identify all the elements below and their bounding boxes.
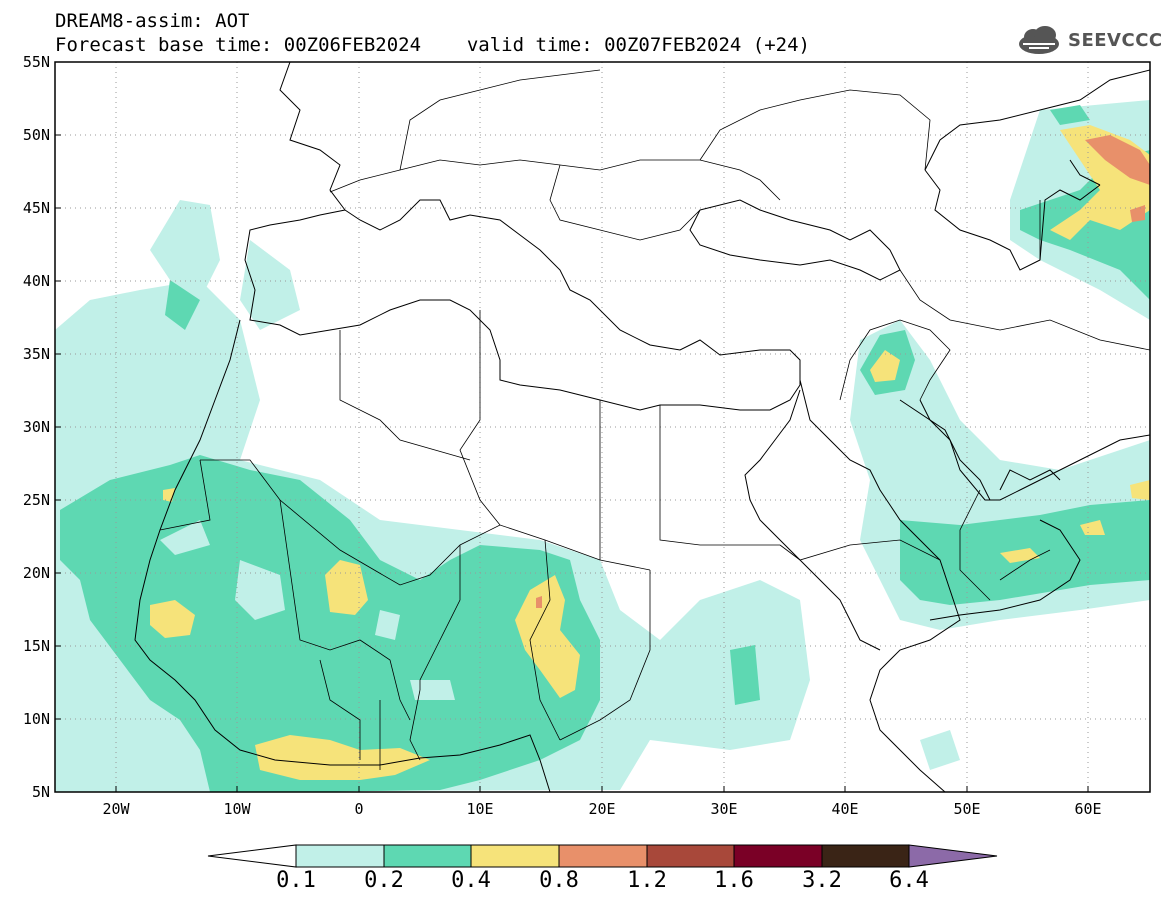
colorbar-bin	[821, 844, 910, 868]
colorbar-upper-arrow	[908, 844, 998, 868]
graticule	[55, 62, 1150, 792]
lon-label: 60E	[1074, 800, 1102, 818]
coastlines	[134, 62, 1150, 792]
colorbar-label: 3.2	[802, 868, 842, 893]
lat-label: 45N	[22, 199, 50, 217]
lat-label: 30N	[22, 418, 50, 436]
colorbar-label: 0.1	[276, 868, 316, 893]
colorbar-bin	[646, 844, 735, 868]
colorbar-label: 1.2	[627, 868, 667, 893]
lon-label: 10E	[466, 800, 494, 818]
lon-label: 50E	[953, 800, 981, 818]
colorbar-bin	[295, 844, 385, 868]
colorbar-label: 0.2	[364, 868, 404, 893]
lat-label: 15N	[22, 637, 50, 655]
map-title: DREAM8-assim: AOT	[55, 10, 250, 32]
lat-label: 20N	[22, 564, 50, 582]
colorbar-bin	[558, 844, 648, 868]
aot-level-0.1-inner	[160, 520, 455, 700]
lat-label: 5N	[31, 783, 50, 801]
lon-label: 20W	[102, 800, 130, 818]
lat-label: 25N	[22, 491, 50, 509]
lon-label: 0	[354, 800, 364, 818]
cloud-icon	[1019, 26, 1059, 54]
colorbar-label: 0.8	[539, 868, 579, 893]
forecast-base-time: Forecast base time: 00Z06FEB2024	[55, 34, 422, 56]
logo-text: SEEVCCC	[1068, 30, 1163, 51]
valid-time: valid time: 00Z07FEB2024 (+24)	[466, 34, 810, 56]
colorbar	[207, 844, 998, 868]
colorbar-lower-arrow	[207, 844, 297, 868]
lat-label: 40N	[22, 272, 50, 290]
time-info: Forecast base time: 00Z06FEB2024 valid t…	[55, 34, 810, 56]
lon-label: 10W	[223, 800, 251, 818]
axis-ticks	[55, 61, 1089, 793]
lon-label: 40E	[831, 800, 859, 818]
lat-label: 50N	[22, 126, 50, 144]
lat-label: 10N	[22, 710, 50, 728]
colorbar-label: 0.4	[451, 868, 491, 893]
aot-level-0.8	[536, 135, 1150, 608]
seevccc-logo	[1019, 26, 1059, 54]
colorbar-bin	[733, 844, 823, 868]
country-borders	[159, 69, 1150, 770]
lat-label: 35N	[22, 345, 50, 363]
colorbar-label: 6.4	[889, 868, 929, 893]
lon-label: 30E	[710, 800, 738, 818]
colorbar-label: 1.6	[714, 868, 754, 893]
colorbar-bin	[383, 844, 472, 868]
colorbar-bin	[470, 844, 560, 868]
lat-label: 55N	[22, 53, 50, 71]
lon-label: 20E	[588, 800, 616, 818]
